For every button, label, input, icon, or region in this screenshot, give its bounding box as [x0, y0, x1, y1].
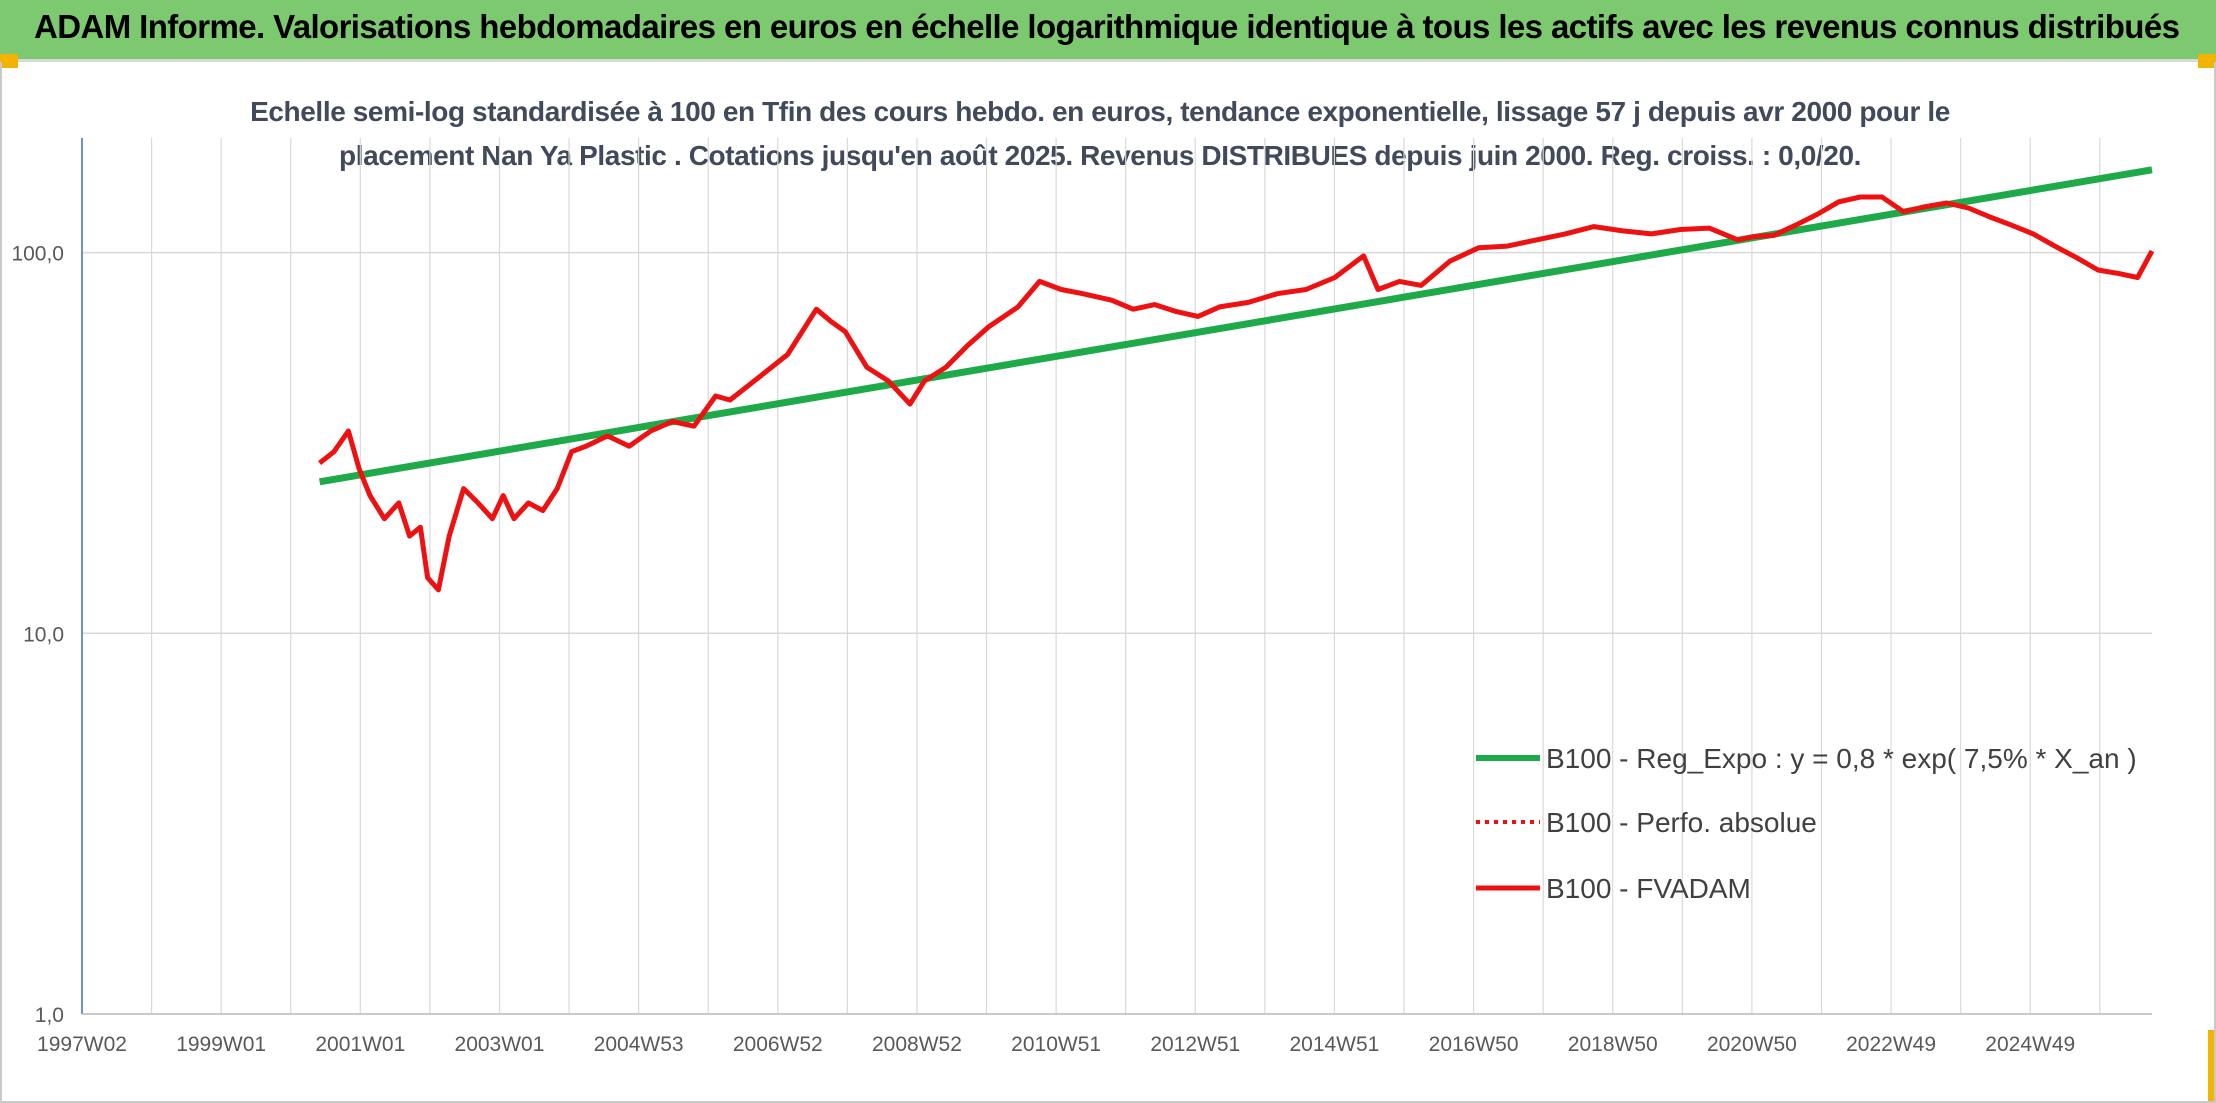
- x-tick-label: 2004W53: [594, 1033, 684, 1056]
- x-tick-label: 2012W51: [1150, 1033, 1240, 1056]
- series-line-2: [318, 194, 2155, 593]
- gridlines: [81, 138, 2152, 1015]
- x-tick-label: 2008W52: [872, 1033, 962, 1056]
- chart-subtitle: placement Nan Ya Plastic . Cotations jus…: [338, 140, 1862, 171]
- x-tick-label: 1997W02: [37, 1033, 127, 1056]
- x-tick-label: 2014W51: [1289, 1033, 1379, 1056]
- x-tick-label: 2001W01: [315, 1033, 405, 1056]
- x-tick-label: 2016W50: [1429, 1033, 1519, 1056]
- series-lines: [318, 166, 2155, 593]
- x-tick-label: 2024W49: [1985, 1033, 2075, 1056]
- chart-title: Echelle semi-log standardisée à 100 en T…: [250, 96, 1950, 127]
- corner-marker-right: [2198, 54, 2216, 68]
- tick-labels: 1,0 10,0 100,0 1997W02 1999W01 2001W01 2003W01…: [11, 243, 2075, 1056]
- chart-frame: [0, 62, 2216, 1103]
- x-tick-label: 1999W01: [176, 1033, 266, 1056]
- x-tick-label: 2020W50: [1707, 1033, 1797, 1056]
- axes: [81, 138, 2152, 1015]
- x-tick-label: 2003W01: [455, 1033, 545, 1056]
- legend: B100 - Reg_Expo : y = 0,8 * exp( 7,5% * …: [1476, 743, 2137, 904]
- legend-label-1: B100 - Perfo. absolue: [1546, 807, 1817, 838]
- report-banner: ADAM Informe. Valorisations hebdomadaire…: [0, 0, 2216, 62]
- report-title: ADAM Informe. Valorisations hebdomadaire…: [34, 8, 2180, 45]
- x-tick-label: 2022W49: [1846, 1033, 1936, 1056]
- corner-marker-bottom-right: [2208, 1030, 2216, 1103]
- series-line-0: [319, 166, 2153, 486]
- y-tick-label: 1,0: [35, 1004, 64, 1027]
- y-tick-label: 100,0: [11, 243, 64, 266]
- x-tick-label: 2006W52: [733, 1033, 823, 1056]
- x-tick-label: 2010W51: [1011, 1033, 1101, 1056]
- x-tick-label: 2018W50: [1568, 1033, 1658, 1056]
- corner-marker-left: [0, 54, 18, 68]
- legend-label-2: B100 - FVADAM: [1546, 873, 1751, 904]
- y-tick-label: 10,0: [23, 623, 64, 646]
- legend-label-0: B100 - Reg_Expo : y = 0,8 * exp( 7,5% * …: [1546, 743, 2137, 774]
